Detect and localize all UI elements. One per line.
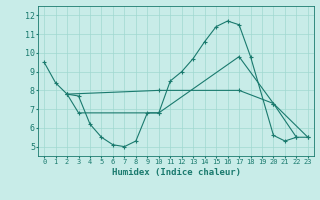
- X-axis label: Humidex (Indice chaleur): Humidex (Indice chaleur): [111, 168, 241, 177]
